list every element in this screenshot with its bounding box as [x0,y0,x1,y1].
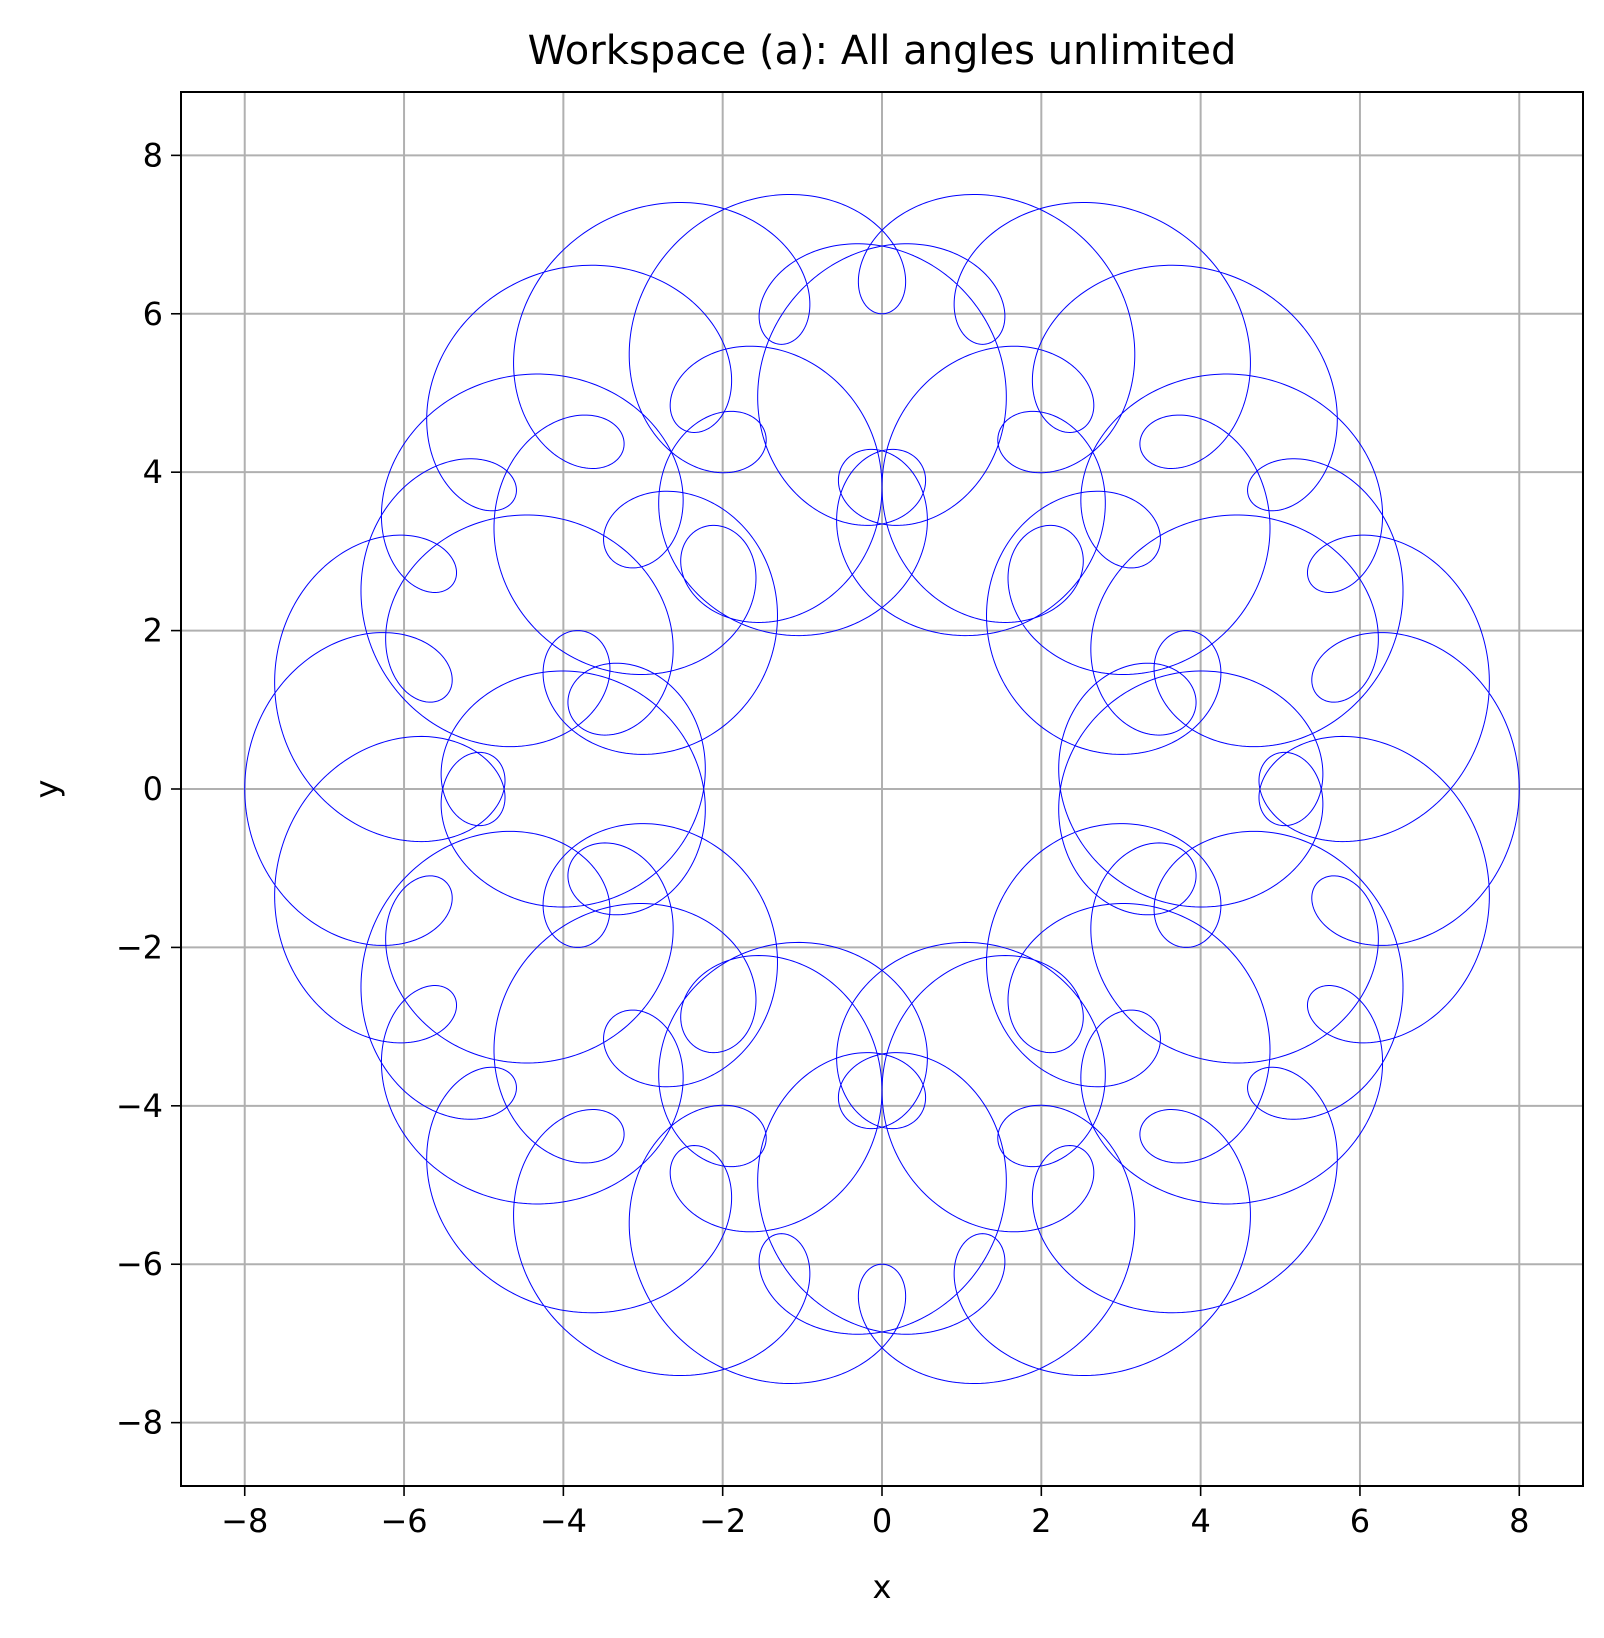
x-tick-label: −4 [540,1502,587,1540]
y-tick-label: 2 [143,612,163,650]
y-tick-label: −8 [116,1404,163,1442]
y-tick-label: −6 [116,1245,163,1283]
x-axis-label: x [873,1568,892,1606]
x-tick-label: −2 [699,1502,746,1540]
y-tick-label: 4 [143,453,163,491]
x-tick-label: 6 [1350,1502,1370,1540]
x-tick-label: −6 [380,1502,427,1540]
chart-title: Workspace (a): All angles unlimited [528,28,1237,74]
x-tick-label: 4 [1190,1502,1210,1540]
x-tick-label: 2 [1031,1502,1051,1540]
x-tick-label: 8 [1509,1502,1529,1540]
x-tick-label: −8 [221,1502,268,1540]
axis-ticks: −8 −6 −4 −2 0 2 4 6 8 −8 −6 −4 −2 0 2 4 6 8 [116,136,1530,1540]
y-tick-label: 6 [143,295,163,333]
workspace-trace [244,193,1520,1385]
y-tick-label: −4 [116,1087,163,1125]
y-tick-label: −2 [116,928,163,966]
workspace-curve [244,193,1520,1385]
y-axis-label: y [28,780,66,799]
y-tick-label: 0 [143,770,163,808]
y-tick-label: 8 [143,136,163,174]
x-tick-label: 0 [872,1502,892,1540]
